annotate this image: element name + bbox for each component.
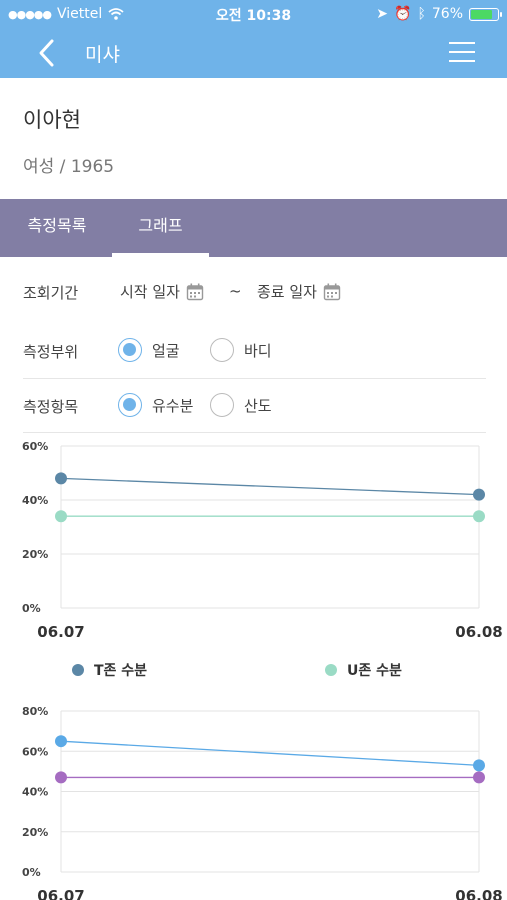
series-line xyxy=(60,477,480,496)
data-point xyxy=(473,488,485,501)
x-tick-label: 06.08 xyxy=(455,623,502,641)
chart-second: 0% 20% 40% 60% 80% 06.07 06.08 xyxy=(22,705,503,900)
data-point xyxy=(55,771,67,784)
alarm-icon: ⏰ xyxy=(394,6,412,22)
signal-icon: ●●●●● xyxy=(8,7,52,21)
date-range-separator: ~ xyxy=(229,282,242,300)
data-point xyxy=(473,759,485,772)
x-tick-label: 06.07 xyxy=(37,887,84,900)
radio-acidity[interactable]: 산도 xyxy=(210,393,272,417)
y-tick-label: 80% xyxy=(22,705,48,718)
radio-body-label: 바디 xyxy=(244,341,272,360)
chart-t-u-zone-moisture: 0% 20% 40% 60% 06.07 06.08 xyxy=(22,440,503,641)
end-date-label: 종료 일자 xyxy=(257,283,317,301)
data-point xyxy=(55,472,67,485)
legend-label: U존 수분 xyxy=(347,663,402,679)
data-point xyxy=(473,510,485,523)
start-date-field[interactable]: 시작 일자 xyxy=(120,281,204,302)
y-tick-label: 40% xyxy=(22,494,48,507)
battery-percent: 76% xyxy=(431,6,463,22)
calendar-icon xyxy=(323,283,341,300)
carrier-label: Viettel xyxy=(57,6,103,22)
wifi-icon xyxy=(108,8,124,20)
y-tick-label: 60% xyxy=(22,745,48,758)
data-point xyxy=(55,735,67,748)
end-date-field[interactable]: 종료 일자 xyxy=(257,281,341,302)
x-tick-label: 06.08 xyxy=(455,887,502,900)
radio-acidity-label: 산도 xyxy=(244,396,272,415)
top-bar: ●●●●● Viettel 오전 10:38 ➤ ⏰ ᛒ 76% 미 xyxy=(0,0,507,78)
data-point xyxy=(473,771,485,784)
y-tick-label: 40% xyxy=(22,786,48,799)
y-tick-label: 60% xyxy=(22,440,48,453)
radio-face-label: 얼굴 xyxy=(152,341,180,360)
area-label: 측정부위 xyxy=(23,343,79,361)
x-tick-label: 06.07 xyxy=(37,623,84,641)
status-bar: ●●●●● Viettel 오전 10:38 ➤ ⏰ ᛒ 76% xyxy=(0,0,507,28)
legend-item-t-zone: T존 수분 xyxy=(72,660,147,680)
radio-unselected-icon xyxy=(210,393,234,417)
back-chevron-icon[interactable] xyxy=(34,38,60,68)
calendar-icon xyxy=(186,283,204,300)
start-date-label: 시작 일자 xyxy=(120,283,180,301)
patient-name: 이아현 xyxy=(23,108,81,132)
tab-measurement-list[interactable]: 측정목록 xyxy=(27,216,87,235)
legend-label: T존 수분 xyxy=(94,663,148,679)
status-time: 오전 10:38 xyxy=(215,8,292,24)
radio-body[interactable]: 바디 xyxy=(210,338,272,362)
radio-oil-moisture-label: 유수분 xyxy=(152,396,194,415)
hamburger-menu-icon[interactable] xyxy=(449,42,475,64)
tab-bar: 측정목록 그래프 xyxy=(0,199,507,257)
navigation-bar: 미샤 xyxy=(0,28,507,78)
radio-selected-icon xyxy=(118,338,142,362)
radio-unselected-icon xyxy=(210,338,234,362)
legend-item-u-zone: U존 수분 xyxy=(325,660,402,680)
tab-graph[interactable]: 그래프 xyxy=(112,199,209,257)
item-label: 측정항목 xyxy=(23,398,79,416)
radio-selected-icon xyxy=(118,393,142,417)
y-tick-label: 20% xyxy=(22,548,48,561)
bluetooth-icon: ᛒ xyxy=(417,6,426,22)
period-label: 조회기간 xyxy=(23,284,79,302)
data-point xyxy=(55,510,67,523)
divider xyxy=(23,378,486,379)
chart-legend: T존 수분 U존 수분 xyxy=(0,660,507,684)
legend-marker xyxy=(72,664,84,676)
y-tick-label: 0% xyxy=(22,866,41,879)
radio-oil-moisture[interactable]: 유수분 xyxy=(118,393,193,417)
battery-icon xyxy=(469,7,502,21)
location-icon: ➤ xyxy=(376,6,389,22)
divider xyxy=(23,432,486,433)
series-line xyxy=(60,740,480,766)
legend-marker xyxy=(325,664,337,676)
radio-face[interactable]: 얼굴 xyxy=(118,338,180,362)
patient-info: 여성 / 1965 xyxy=(23,157,115,177)
nav-title: 미샤 xyxy=(85,44,120,66)
y-tick-label: 20% xyxy=(22,826,48,839)
y-tick-label: 0% xyxy=(22,602,41,615)
